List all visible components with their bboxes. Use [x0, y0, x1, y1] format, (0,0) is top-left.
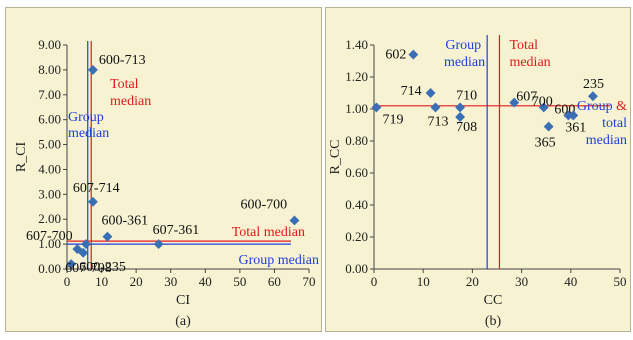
y-tick-label: 0.20 [345, 229, 368, 244]
x-tick-label: 40 [199, 274, 212, 289]
y-axis-label: R_CI [14, 141, 29, 172]
point-label: 607-361 [153, 223, 200, 238]
data-point [102, 231, 113, 242]
ampersand: & [616, 99, 627, 114]
x-tick-label: 0 [64, 274, 71, 289]
x-tick-label: 0 [371, 274, 378, 289]
point-label: 365 [535, 136, 556, 151]
point-label: 700 [532, 94, 553, 109]
x-tick-label: 50 [614, 274, 627, 289]
data-point [153, 239, 164, 250]
point-label: 361 [565, 120, 586, 135]
group-total-median-label: Group & [577, 99, 627, 114]
group-median-label: median [444, 55, 485, 70]
point-label: 600-235 [79, 260, 126, 275]
panel-label: (b) [485, 314, 502, 329]
data-point [455, 102, 466, 113]
point-label: 600-361 [101, 214, 148, 229]
x-tick-label: 40 [564, 274, 577, 289]
y-tick-label: 5.00 [38, 137, 61, 152]
total-median-label: median [509, 55, 550, 70]
point-label: 710 [456, 88, 477, 103]
y-axis-label: R_CC [328, 139, 343, 174]
point-label: 713 [428, 114, 449, 129]
point-label: 607 [516, 90, 537, 105]
group-median-label: median [68, 126, 109, 141]
point-label: 602 [385, 48, 406, 63]
total-median-label: Total median [232, 225, 305, 240]
y-tick-label: 0.60 [345, 165, 368, 180]
y-tick-label: 0.00 [38, 261, 61, 276]
y-tick-label: 0.00 [345, 261, 368, 276]
y-tick-label: 2.00 [38, 211, 61, 226]
data-point [81, 239, 91, 250]
label-part: Group [577, 99, 616, 114]
total-median-label: Total [110, 77, 139, 92]
point-label: 719 [382, 112, 403, 127]
point-label: 714 [401, 84, 422, 99]
y-tick-label: 0.80 [345, 133, 368, 148]
group-median-label: Group [68, 110, 104, 125]
chart-b-svg: 0.00 0.20 0.40 0.60 0.80 1.00 1.20 1.40 0 10 20 30 4… [328, 35, 627, 329]
point-label: 607-714 [73, 181, 120, 196]
y-tick-label: 6.00 [38, 112, 61, 127]
y-tick-label: 1.40 [345, 37, 368, 52]
x-tick-label: 50 [233, 274, 246, 289]
y-tick-label: 1.00 [345, 101, 368, 116]
total-median-label: median [110, 94, 151, 109]
x-axis-label: CI [176, 293, 190, 308]
y-tick-label: 8.00 [38, 62, 61, 77]
x-tick-label: 70 [303, 274, 316, 289]
x-tick-label: 10 [417, 274, 430, 289]
data-point [408, 49, 419, 60]
point-label: 708 [456, 120, 477, 135]
y-tick-label: 0.40 [345, 197, 368, 212]
data-point [425, 88, 436, 98]
x-tick-label: 30 [515, 274, 528, 289]
x-tick-label: 60 [268, 274, 281, 289]
group-total-median-label: total [602, 116, 627, 131]
point-label: 235 [583, 77, 604, 92]
y-tick-label: 4.00 [38, 161, 61, 176]
group-median-label: Group median [239, 253, 319, 268]
data-point [289, 215, 300, 226]
x-axis-label: CC [484, 293, 503, 308]
data-point [78, 247, 89, 258]
chart-a-svg: 0.00 1.00 2.00 3.00 4.00 5.00 6.00 7.00 8.00 9.00… [14, 37, 319, 329]
data-point [87, 64, 98, 75]
panel-a: 0.00 1.00 2.00 3.00 4.00 5.00 6.00 7.00 8.00 9.00… [5, 7, 322, 332]
data-point [87, 196, 98, 207]
panel-b: 0.00 0.20 0.40 0.60 0.80 1.00 1.20 1.40 0 10 20 30 4… [325, 7, 631, 332]
y-tick-label: 7.00 [38, 87, 61, 102]
x-tick-label: 10 [95, 274, 108, 289]
point-label: 607-708 [65, 261, 112, 276]
data-point [543, 121, 554, 132]
x-tick-label: 20 [130, 274, 143, 289]
y-tick-label: 1.20 [345, 69, 368, 84]
data-point [371, 102, 382, 113]
x-tick-label: 30 [164, 274, 177, 289]
panel-label: (a) [175, 314, 191, 329]
y-tick-label: 9.00 [38, 37, 61, 52]
y-tick-label: 1.00 [38, 236, 61, 251]
total-median-label: Total [509, 38, 538, 53]
group-median-label: Group [445, 38, 481, 53]
data-point [430, 102, 441, 113]
point-label: 607-700 [26, 229, 73, 244]
y-tick-label: 3.00 [38, 186, 61, 201]
data-point [587, 91, 598, 102]
point-label: 600-700 [240, 197, 287, 212]
x-tick-label: 20 [466, 274, 479, 289]
point-label: 600-713 [99, 53, 146, 68]
group-total-median-label: median [586, 133, 627, 148]
